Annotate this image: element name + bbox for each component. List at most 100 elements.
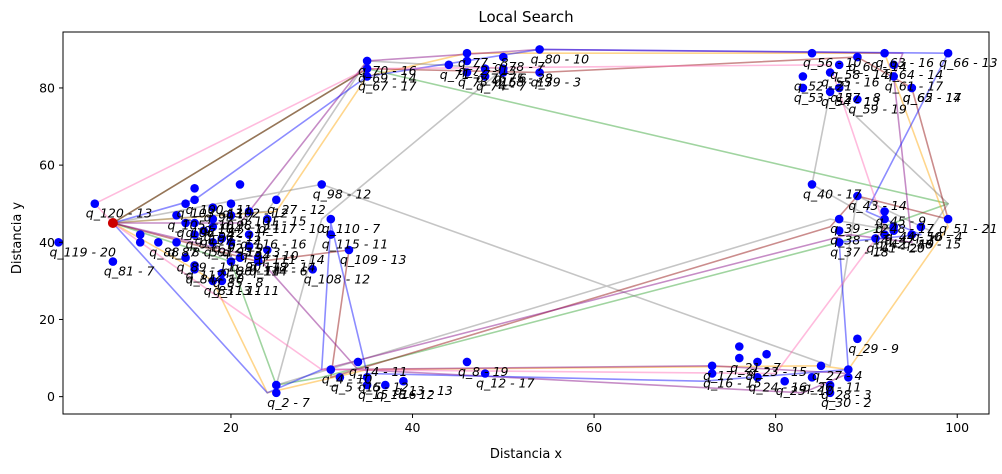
node-point-54: [825, 87, 835, 97]
node-point-65: [907, 83, 917, 93]
node-point-41: [871, 234, 880, 243]
node-point-67: [362, 72, 372, 81]
route-line-1: [112, 67, 949, 386]
node-label-2: q_2 - 7: [267, 395, 310, 410]
node-label-6: q_6 - 12: [358, 379, 409, 394]
node-label-5: q_5 - 15: [331, 379, 382, 394]
node-point-73: [462, 68, 472, 77]
node-point-107: [199, 226, 208, 235]
node-label-24: q_24 - 16: [749, 379, 808, 394]
node-point-43: [853, 191, 862, 201]
node-point-63: [880, 48, 889, 58]
node-point-113: [217, 276, 227, 286]
node-point-118: [253, 253, 263, 262]
node-point-124: [272, 195, 281, 205]
node-point-28: [825, 380, 835, 390]
x-tick-label-60: 60: [586, 420, 602, 435]
node-label-57: q_57 - 8: [830, 90, 881, 105]
node-point-47: [889, 226, 898, 235]
node-label-96: q_96 - 11: [204, 229, 262, 244]
node-point-79: [535, 68, 544, 77]
node-label-38: q_38 - 14: [830, 233, 889, 248]
node-label-97: q_97 - 12: [186, 225, 245, 240]
node-point-77: [462, 48, 472, 58]
node-point-15: [362, 380, 372, 390]
node-point-85: [217, 268, 227, 278]
node-label-112: q_112 - 7: [186, 267, 245, 282]
node-point-5: [335, 373, 345, 382]
node-label-87: q_87 - 5: [168, 244, 219, 259]
node-point-16: [707, 369, 717, 378]
x-tick-label-20: 20: [223, 420, 239, 435]
node-label-16: q_16 - 15: [703, 376, 762, 391]
node-point-93: [226, 238, 236, 247]
node-label-17: q_17 - 8: [703, 368, 754, 383]
node-point-12: [480, 369, 490, 378]
node-point-70: [362, 56, 372, 66]
route-line-5: [112, 48, 913, 394]
node-point-97: [190, 218, 199, 228]
node-label-110: q_110 - 7: [322, 221, 381, 236]
node-point-123: [317, 180, 327, 189]
node-point-31: [844, 365, 853, 374]
node-point-105: [172, 211, 181, 220]
node-label-47: q_47 - 7: [885, 233, 936, 248]
node-point-38: [834, 226, 844, 235]
node-label-99: q_99 - 7: [204, 210, 255, 225]
node-point-4: [326, 365, 336, 374]
node-point-25: [780, 376, 789, 386]
node-label-71: q_71 - 7: [440, 67, 491, 82]
node-label-83: q_83 - 11: [204, 283, 262, 298]
node-point-89: [181, 253, 190, 262]
node-label-85: q_85 - 8: [213, 275, 264, 290]
node-label-123: q_98 - 12: [313, 186, 372, 201]
node-label-86: q_86 - 14: [222, 264, 281, 279]
node-point-50: [916, 222, 926, 232]
node-label-106: q_106 - 5: [177, 225, 236, 240]
node-point-88: [154, 238, 163, 247]
node-point-100: [190, 195, 199, 205]
node-label-84: q_84 - 10: [186, 271, 245, 286]
node-point-112: [190, 261, 199, 270]
node-label-80: q_80 - 10: [531, 51, 590, 66]
node-point-22: [762, 349, 771, 359]
node-label-77: q_77 - 8: [458, 55, 509, 70]
node-label-70: q_70 - 16: [358, 63, 417, 78]
depot-point: [107, 218, 118, 228]
y-tick-label-60: 60: [39, 158, 55, 173]
node-label-8: q_8 - 19: [458, 364, 509, 379]
node-point-34: [844, 373, 853, 382]
node-point-53: [798, 83, 808, 93]
node-label-66: q_66 - 13: [939, 55, 998, 70]
y-tick-label-0: 0: [47, 389, 55, 404]
node-label-14: q_14 - 11: [349, 364, 407, 379]
node-point-81: [108, 257, 118, 266]
node-point-103: [181, 199, 190, 208]
node-label-93: q_93 - 13: [222, 244, 281, 259]
node-label-29: q_29 - 9: [848, 341, 899, 356]
node-label-62: q_62 - 14: [903, 90, 962, 105]
node-point-108: [308, 265, 318, 274]
node-label-91: q_91 - 13: [204, 244, 263, 259]
node-point-18: [381, 380, 390, 390]
node-label-4: q_4 - 10: [322, 372, 373, 387]
node-point-74: [480, 72, 490, 81]
node-point-125: [135, 238, 145, 247]
node-point-106: [181, 218, 190, 228]
node-label-117: q_117 - 10: [258, 221, 324, 236]
node-point-121: [235, 180, 245, 189]
node-label-46: q_46 - 15: [903, 237, 962, 252]
y-tick-label-40: 40: [39, 235, 55, 250]
node-label-28: q_28 - 3: [821, 387, 872, 402]
node-label-27: q_27 - 4: [812, 368, 863, 383]
node-point-61: [889, 72, 898, 81]
node-point-14: [353, 357, 363, 367]
node-label-79: q_79 - 3: [531, 75, 582, 90]
node-point-80: [535, 45, 544, 54]
node-point-76: [480, 64, 490, 73]
node-label-50: q_50 - 4: [912, 229, 963, 244]
node-label-124: q_27 - 12: [267, 202, 326, 217]
node-label-53: q_53 - 12: [794, 90, 853, 105]
node-point-27: [816, 361, 826, 371]
